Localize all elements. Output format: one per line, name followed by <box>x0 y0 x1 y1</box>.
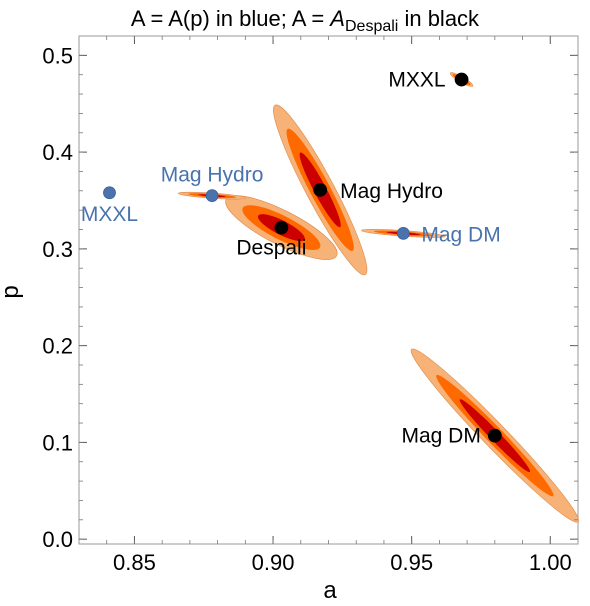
black-point-label-mag-hydro: Mag Hydro <box>340 180 443 203</box>
title-suffix: in black <box>398 6 480 31</box>
axis-ticks: 0.85 0.90 0.95 1.00 0.0 0.1 0.2 0.3 0.4 0.5 <box>42 36 578 575</box>
confidence-contours <box>177 72 579 523</box>
y-tick-label: 0.1 <box>42 430 73 455</box>
y-tick-label: 0.2 <box>42 334 73 359</box>
blue-point-mxxl <box>103 186 116 200</box>
black-point-despali <box>274 220 289 235</box>
black-point-label-mxxl: MXXL <box>388 69 445 92</box>
x-axis-label: a <box>323 577 337 604</box>
black-point-mxxl <box>454 72 469 87</box>
chart-title: A = A(p) in blue; A = ADespali in black <box>131 6 480 35</box>
black-point-label-mag-dm: Mag DM <box>401 425 480 448</box>
y-tick-label: 0.5 <box>42 43 73 68</box>
x-tick-label: 1.00 <box>529 550 572 575</box>
x-tick-label: 0.85 <box>113 550 156 575</box>
blue-point-mag-hydro <box>205 189 219 203</box>
x-tick-label: 0.90 <box>252 550 295 575</box>
blue-point-label-mxxl: MXXL <box>81 203 138 226</box>
black-point-mag-hydro <box>313 182 328 197</box>
data-points: MXXL Mag Hydro Mag DM MXXL Mag Hydro Despali M… <box>81 69 502 448</box>
black-point-mag-dm <box>487 428 502 443</box>
title-symbol: A <box>328 6 345 31</box>
title-subscript: Despali <box>345 18 398 35</box>
black-point-label-despali: Despali <box>236 237 306 260</box>
plot-frame <box>78 35 579 545</box>
y-axis-label: p <box>0 285 24 298</box>
blue-point-mag-dm <box>396 226 410 240</box>
blue-point-label-mag-hydro: Mag Hydro <box>161 164 264 187</box>
y-tick-label: 0.4 <box>42 140 73 165</box>
title-prefix: A = A(p) in blue; A = <box>131 6 330 31</box>
y-tick-label: 0.3 <box>42 237 73 262</box>
x-tick-label: 0.95 <box>390 550 433 575</box>
blue-point-label-mag-dm: Mag DM <box>421 223 500 246</box>
y-tick-label: 0.0 <box>42 527 73 552</box>
